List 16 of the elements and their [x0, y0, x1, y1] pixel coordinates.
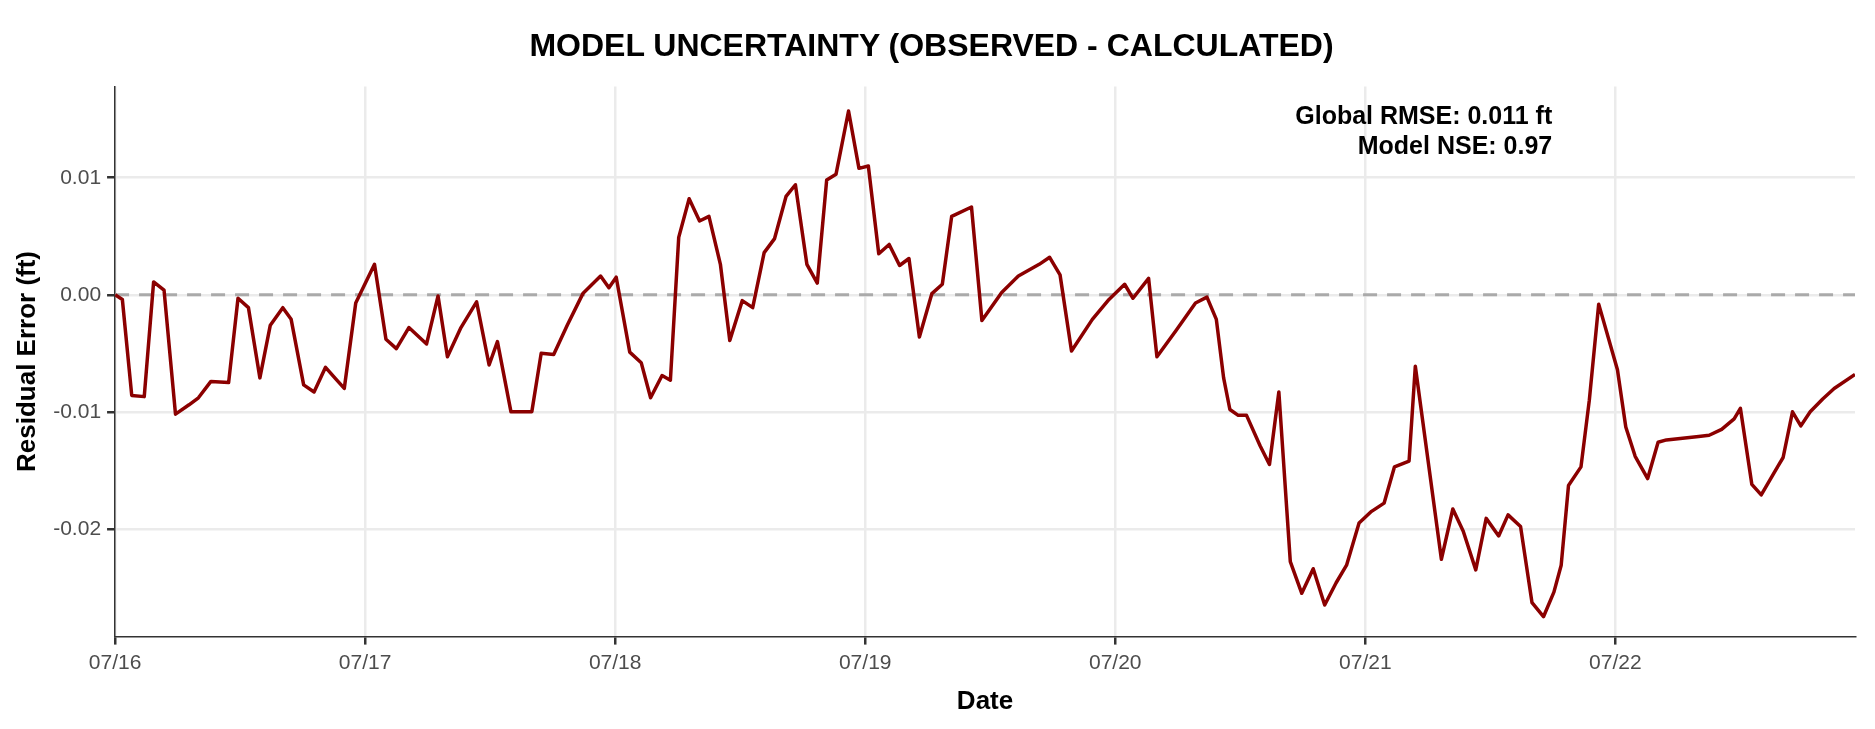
y-axis-title: Residual Error (ft) — [10, 250, 41, 473]
x-tick-label: 07/17 — [338, 650, 392, 673]
x-tick-label: 07/18 — [588, 650, 642, 673]
y-tick-label: 0.01 — [60, 164, 102, 188]
x-axis-title: Date — [956, 684, 1014, 715]
y-tick-label: -0.01 — [53, 398, 102, 422]
y-tick-label: 0.00 — [60, 281, 102, 305]
x-tick-label: 07/16 — [88, 650, 142, 673]
x-tick-label: 07/22 — [1589, 650, 1642, 673]
x-tick-label: 07/20 — [1088, 650, 1142, 673]
chart-title: MODEL UNCERTAINTY (OBSERVED - CALCULATED) — [529, 27, 1334, 64]
y-tick-label: -0.02 — [53, 515, 102, 539]
annotation: Global RMSE: 0.011 ft — [1295, 100, 1553, 129]
x-tick-label: 07/19 — [838, 650, 892, 673]
x-tick-label: 07/21 — [1339, 650, 1392, 673]
annotation: Model NSE: 0.97 — [1357, 130, 1553, 159]
